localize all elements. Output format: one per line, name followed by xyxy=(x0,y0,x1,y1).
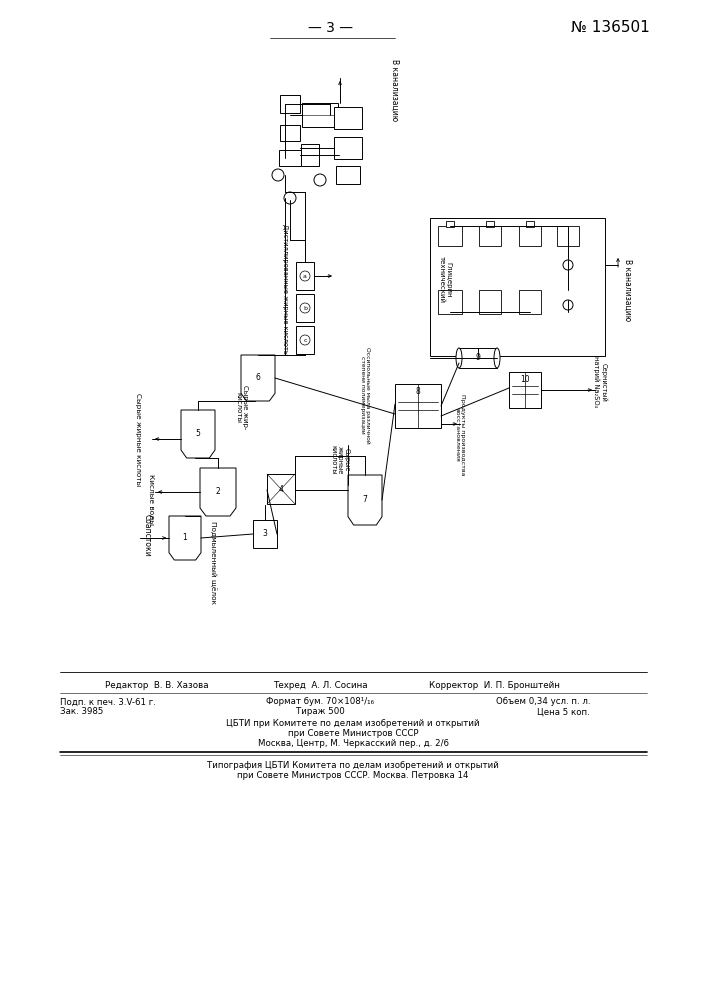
Bar xyxy=(267,474,295,504)
Text: Сырые жирные кислоты: Сырые жирные кислоты xyxy=(135,393,141,487)
Text: Сернистый
натрий Na₂SO₄: Сернистый натрий Na₂SO₄ xyxy=(593,356,607,408)
Bar xyxy=(296,262,314,290)
Circle shape xyxy=(300,335,310,345)
Text: 1: 1 xyxy=(182,534,187,542)
Bar xyxy=(336,166,360,184)
Bar xyxy=(519,290,541,314)
Text: Формат бум. 70×108¹/₁₆: Формат бум. 70×108¹/₁₆ xyxy=(266,698,374,706)
Bar xyxy=(280,95,300,113)
Polygon shape xyxy=(169,516,201,560)
Bar xyxy=(519,226,541,246)
Circle shape xyxy=(314,174,326,186)
Bar xyxy=(479,290,501,314)
Bar xyxy=(459,348,497,368)
Text: Соапстоки: Соапстоки xyxy=(143,514,151,556)
Text: № 136501: № 136501 xyxy=(571,20,649,35)
Polygon shape xyxy=(348,475,382,525)
Text: Кислые воды: Кислые воды xyxy=(149,474,155,524)
Text: В канализацию: В канализацию xyxy=(624,259,633,321)
Text: b: b xyxy=(303,306,307,310)
Bar xyxy=(395,384,441,428)
Text: 10: 10 xyxy=(520,374,530,383)
Circle shape xyxy=(563,260,573,270)
Bar xyxy=(296,326,314,354)
Text: Редактор  В. В. Хазова: Редактор В. В. Хазова xyxy=(105,680,209,690)
Text: a: a xyxy=(303,273,307,278)
Text: 3: 3 xyxy=(262,530,267,538)
Text: при Совете Министров СССР. Москва. Петровка 14: при Совете Министров СССР. Москва. Петро… xyxy=(238,772,469,780)
Bar xyxy=(334,107,362,129)
Circle shape xyxy=(284,192,296,204)
Text: c: c xyxy=(303,338,307,342)
Bar xyxy=(526,221,534,227)
Text: Москва, Центр, М. Черкасский пер., д. 2/6: Москва, Центр, М. Черкасский пер., д. 2/… xyxy=(257,740,448,748)
Bar xyxy=(509,372,541,408)
Circle shape xyxy=(300,303,310,313)
Text: Сырые жир-
кислоты: Сырые жир- кислоты xyxy=(235,385,248,429)
Text: Зак. 3985: Зак. 3985 xyxy=(60,708,103,716)
Text: В канализацию: В канализацию xyxy=(390,59,399,121)
Text: 5: 5 xyxy=(196,430,201,438)
Bar xyxy=(430,218,605,356)
Text: Продукты производства
восстановления: Продукты производства восстановления xyxy=(455,394,465,476)
Text: Техред  А. Л. Сосина: Техред А. Л. Сосина xyxy=(273,680,368,690)
Bar xyxy=(557,226,579,246)
Bar xyxy=(438,226,462,246)
Bar xyxy=(438,290,462,314)
Text: Сырые
жирные
кислоты: Сырые жирные кислоты xyxy=(330,445,350,475)
Bar xyxy=(301,144,319,166)
Text: 6: 6 xyxy=(255,373,260,382)
Polygon shape xyxy=(241,355,275,401)
Bar xyxy=(280,125,300,141)
Ellipse shape xyxy=(456,348,462,368)
Bar xyxy=(279,150,301,166)
Bar xyxy=(302,103,338,127)
Text: Объем 0,34 усл. п. л.: Объем 0,34 усл. п. л. xyxy=(496,698,590,706)
Bar xyxy=(296,294,314,322)
Text: 8: 8 xyxy=(416,386,421,395)
Text: 2: 2 xyxy=(216,488,221,496)
Text: 4: 4 xyxy=(279,486,284,494)
Text: Типография ЦБТИ Комитета по делам изобретений и открытий: Типография ЦБТИ Комитета по делам изобре… xyxy=(207,762,499,770)
Text: Цена 5 коп.: Цена 5 коп. xyxy=(537,708,590,716)
Text: Подп. к печ. 3.V-61 г.: Подп. к печ. 3.V-61 г. xyxy=(60,698,156,706)
Bar xyxy=(253,520,277,548)
Bar xyxy=(486,221,494,227)
Text: Тираж 500: Тираж 500 xyxy=(296,708,344,716)
Text: при Совете Министров СССР: при Совете Министров СССР xyxy=(288,730,419,738)
Text: Корректор  И. П. Бронштейн: Корректор И. П. Бронштейн xyxy=(429,680,560,690)
Ellipse shape xyxy=(494,348,500,368)
Text: 9: 9 xyxy=(476,354,481,362)
Text: Глицерин
технический: Глицерин технический xyxy=(438,256,452,304)
Circle shape xyxy=(272,169,284,181)
Text: Подмыленный щёлок: Подмыленный щёлок xyxy=(209,521,216,605)
Text: Оссипольные мыла различной
степени полимеризации: Оссипольные мыла различной степени полим… xyxy=(360,347,370,443)
Circle shape xyxy=(563,300,573,310)
Text: Дистиллированные жирные кислоты: Дистиллированные жирные кислоты xyxy=(282,224,288,356)
Bar xyxy=(446,221,454,227)
Bar xyxy=(334,137,362,159)
Text: ЦБТИ при Комитете по делам изобретений и открытий: ЦБТИ при Комитете по делам изобретений и… xyxy=(226,720,480,728)
Text: 7: 7 xyxy=(363,495,368,504)
Circle shape xyxy=(300,271,310,281)
Text: — 3 —: — 3 — xyxy=(308,21,353,35)
Polygon shape xyxy=(200,468,236,516)
Bar xyxy=(479,226,501,246)
Polygon shape xyxy=(181,410,215,458)
